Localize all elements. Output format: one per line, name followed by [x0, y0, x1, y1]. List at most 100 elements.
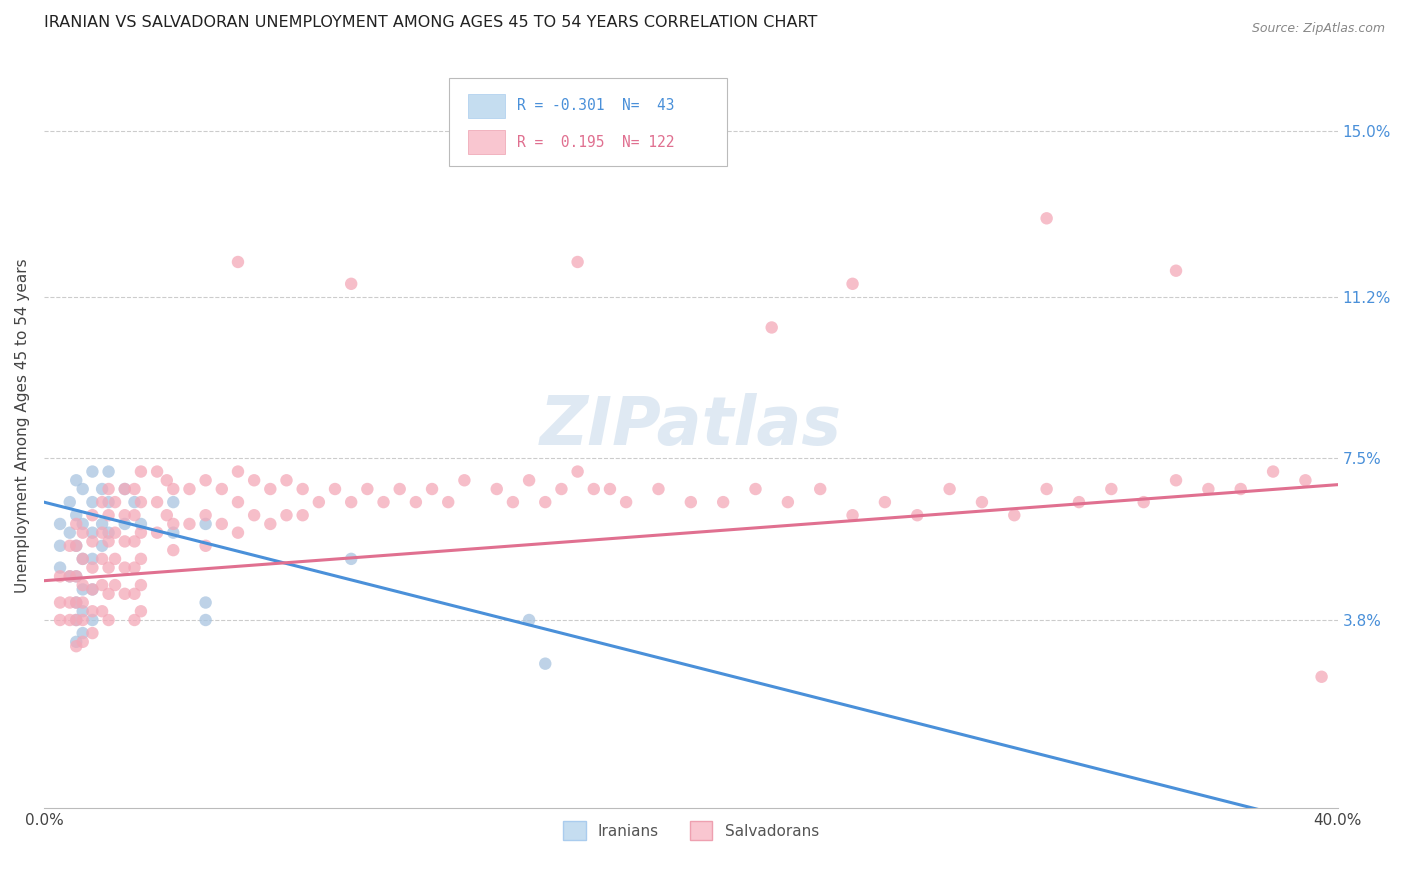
Point [114, 482, 136, 496]
Point [582, 482, 605, 496]
Point [59, 595, 82, 609]
Point [91, 539, 114, 553]
Point [72, 604, 94, 618]
Point [59, 525, 82, 540]
Point [65, 639, 87, 653]
Point [97, 482, 120, 496]
Point [65, 569, 87, 583]
Point [162, 543, 184, 558]
Point [104, 525, 127, 540]
Point [65, 613, 87, 627]
Point [65, 473, 87, 487]
Point [1294, 473, 1316, 487]
Point [114, 587, 136, 601]
Point [65, 539, 87, 553]
Point [49, 569, 72, 583]
Point [340, 277, 363, 291]
Point [1035, 482, 1057, 496]
Text: Source: ZipAtlas.com: Source: ZipAtlas.com [1251, 22, 1385, 36]
Point [82, 604, 104, 618]
Point [114, 560, 136, 574]
Point [72, 516, 94, 531]
Point [938, 482, 960, 496]
Point [1310, 670, 1333, 684]
Point [59, 569, 82, 583]
Point [194, 516, 217, 531]
Point [146, 525, 169, 540]
Point [82, 560, 104, 574]
Point [91, 552, 114, 566]
Point [647, 482, 669, 496]
Point [91, 578, 114, 592]
Point [65, 569, 87, 583]
Point [453, 145, 475, 160]
Point [49, 516, 72, 531]
Point [91, 482, 114, 496]
Point [614, 495, 637, 509]
Point [82, 613, 104, 627]
FancyBboxPatch shape [449, 78, 727, 166]
Point [162, 525, 184, 540]
Point [65, 613, 87, 627]
Point [65, 595, 87, 609]
Point [437, 495, 460, 509]
Point [194, 539, 217, 553]
Point [156, 508, 179, 523]
Point [1132, 495, 1154, 509]
Point [162, 482, 184, 496]
Point [744, 482, 766, 496]
Point [65, 595, 87, 609]
Point [711, 495, 734, 509]
Point [129, 552, 152, 566]
Point [211, 516, 233, 531]
Point [124, 560, 146, 574]
Point [82, 552, 104, 566]
Text: R =  0.195  N= 122: R = 0.195 N= 122 [517, 135, 675, 150]
Point [211, 482, 233, 496]
Point [1197, 482, 1219, 496]
Point [156, 473, 179, 487]
Point [72, 595, 94, 609]
Point [420, 482, 443, 496]
Point [276, 473, 298, 487]
Text: IRANIAN VS SALVADORAN UNEMPLOYMENT AMONG AGES 45 TO 54 YEARS CORRELATION CHART: IRANIAN VS SALVADORAN UNEMPLOYMENT AMONG… [44, 15, 817, 30]
Point [567, 465, 589, 479]
Point [97, 534, 120, 549]
Point [373, 495, 395, 509]
Point [340, 495, 363, 509]
Point [226, 465, 249, 479]
Point [226, 525, 249, 540]
Point [550, 482, 572, 496]
Point [1164, 473, 1187, 487]
Point [97, 587, 120, 601]
Point [97, 560, 120, 574]
Point [129, 525, 152, 540]
Point [517, 473, 540, 487]
Point [453, 473, 475, 487]
Point [72, 525, 94, 540]
Point [97, 495, 120, 509]
Point [129, 495, 152, 509]
Point [124, 534, 146, 549]
Point [65, 508, 87, 523]
Point [91, 516, 114, 531]
Point [59, 613, 82, 627]
Point [179, 482, 201, 496]
Point [340, 552, 363, 566]
Point [146, 465, 169, 479]
Point [761, 320, 783, 334]
Point [72, 613, 94, 627]
Point [146, 495, 169, 509]
Point [49, 613, 72, 627]
Point [97, 508, 120, 523]
Point [502, 495, 524, 509]
FancyBboxPatch shape [468, 130, 505, 154]
Point [104, 495, 127, 509]
Point [59, 539, 82, 553]
Point [65, 516, 87, 531]
Point [243, 508, 266, 523]
Point [82, 508, 104, 523]
Point [59, 569, 82, 583]
Point [49, 560, 72, 574]
Point [534, 657, 557, 671]
